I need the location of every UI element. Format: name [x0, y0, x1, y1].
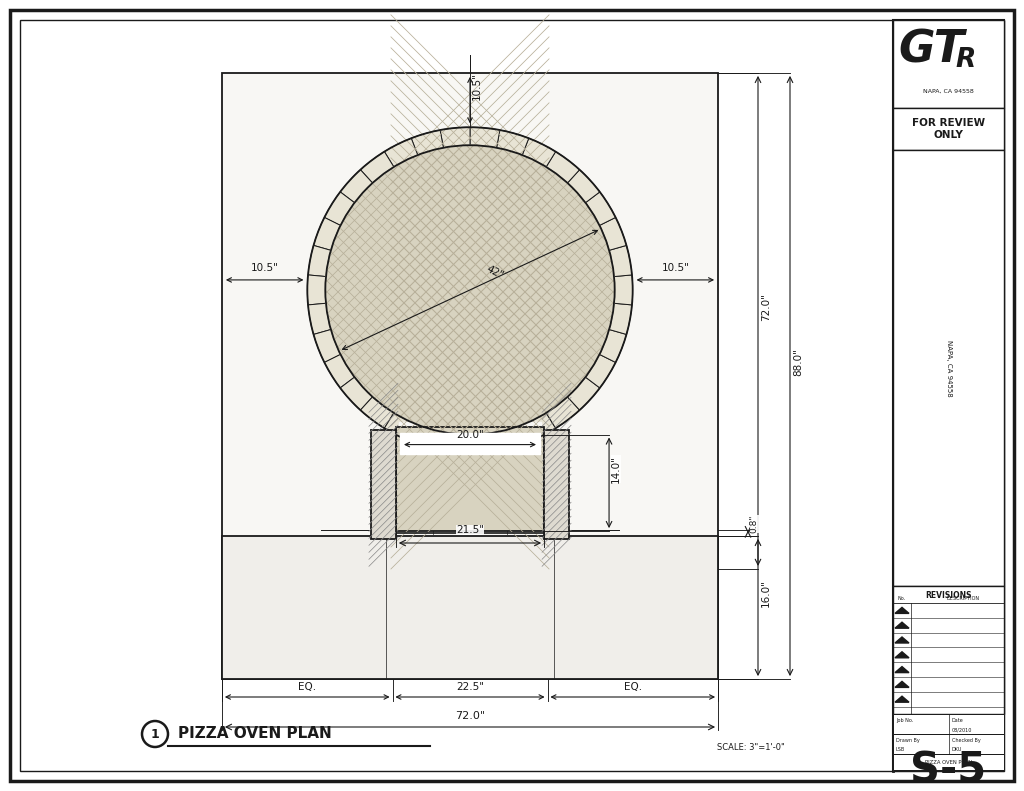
Polygon shape: [895, 607, 909, 613]
Wedge shape: [522, 413, 556, 441]
Wedge shape: [440, 432, 470, 452]
Wedge shape: [384, 138, 418, 167]
Wedge shape: [609, 303, 632, 335]
Circle shape: [326, 146, 614, 434]
Bar: [371, 430, 396, 539]
Text: NAPA, CA 94558: NAPA, CA 94558: [923, 89, 974, 93]
Polygon shape: [895, 652, 909, 658]
Wedge shape: [360, 397, 394, 428]
Wedge shape: [325, 354, 354, 388]
Text: LSB: LSB: [896, 747, 905, 752]
Wedge shape: [470, 127, 500, 148]
Circle shape: [326, 146, 614, 434]
Wedge shape: [567, 377, 600, 410]
Bar: [893, 714, 1004, 734]
Polygon shape: [895, 667, 909, 672]
Bar: [893, 754, 1004, 770]
Text: NAPA, CA 94558: NAPA, CA 94558: [945, 339, 951, 396]
Bar: [893, 20, 1004, 108]
Text: 16.0": 16.0": [761, 580, 771, 607]
Wedge shape: [546, 152, 580, 183]
Text: EQ.: EQ.: [624, 682, 642, 692]
Bar: [396, 426, 544, 531]
Text: 22.5": 22.5": [456, 682, 484, 692]
Text: DESCRIPTION: DESCRIPTION: [947, 596, 980, 601]
Polygon shape: [895, 637, 909, 643]
Text: EQ.: EQ.: [298, 682, 316, 692]
Text: 0.8": 0.8": [750, 515, 759, 533]
Bar: [893, 150, 1004, 586]
Text: 72.0": 72.0": [455, 711, 485, 721]
Text: Drawn By: Drawn By: [896, 738, 920, 743]
Wedge shape: [614, 275, 633, 305]
Wedge shape: [440, 127, 470, 148]
Wedge shape: [325, 192, 354, 225]
Wedge shape: [308, 303, 331, 335]
Bar: [893, 20, 1004, 771]
Text: REVISIONS: REVISIONS: [926, 591, 972, 600]
Circle shape: [326, 146, 614, 434]
Text: 42": 42": [485, 263, 506, 281]
Wedge shape: [586, 192, 615, 225]
Text: 1: 1: [151, 728, 160, 740]
Wedge shape: [340, 377, 373, 410]
Bar: [222, 73, 718, 679]
Text: 21.5": 21.5": [456, 525, 484, 535]
Text: R: R: [955, 47, 976, 73]
Text: DKU: DKU: [951, 747, 962, 752]
Wedge shape: [567, 170, 600, 202]
Bar: [544, 430, 569, 539]
Bar: [893, 734, 1004, 754]
Text: PIZZA OVEN PLAN: PIZZA OVEN PLAN: [178, 725, 332, 740]
Wedge shape: [313, 218, 341, 250]
Wedge shape: [599, 218, 627, 250]
Wedge shape: [307, 275, 326, 305]
Wedge shape: [497, 130, 528, 155]
Wedge shape: [546, 397, 580, 428]
Text: SCALE: 3"=1'-0": SCALE: 3"=1'-0": [717, 744, 785, 752]
Wedge shape: [522, 138, 556, 167]
Text: Job No.: Job No.: [896, 718, 913, 723]
Bar: [371, 430, 396, 539]
Text: 72.0": 72.0": [761, 293, 771, 321]
Wedge shape: [470, 432, 500, 452]
Polygon shape: [895, 696, 909, 702]
Wedge shape: [497, 425, 528, 450]
Text: S-5: S-5: [910, 750, 986, 791]
Text: 10.5": 10.5": [662, 263, 689, 273]
Text: 14.0": 14.0": [611, 455, 621, 483]
Text: 10.5": 10.5": [251, 263, 279, 273]
Text: PIZZA OVEN PLAN: PIZZA OVEN PLAN: [925, 759, 972, 764]
Wedge shape: [412, 130, 443, 155]
Text: FOR REVIEW
ONLY: FOR REVIEW ONLY: [912, 118, 985, 140]
Text: Date: Date: [951, 718, 964, 723]
Wedge shape: [340, 170, 373, 202]
Wedge shape: [599, 330, 627, 362]
Polygon shape: [895, 623, 909, 628]
Bar: [544, 430, 569, 539]
Wedge shape: [586, 354, 615, 388]
Bar: [396, 426, 544, 531]
Text: Checked By: Checked By: [951, 738, 980, 743]
Wedge shape: [384, 413, 418, 441]
Wedge shape: [609, 245, 632, 277]
Wedge shape: [308, 245, 331, 277]
Bar: [893, 108, 1004, 150]
Text: 20.0": 20.0": [456, 430, 484, 440]
Wedge shape: [412, 425, 443, 450]
Wedge shape: [313, 330, 341, 362]
Text: GT: GT: [898, 28, 964, 71]
Text: 88.0": 88.0": [793, 348, 803, 376]
Text: 08/2010: 08/2010: [951, 727, 972, 732]
Bar: [893, 770, 1004, 771]
Bar: [222, 536, 718, 679]
Circle shape: [326, 146, 614, 434]
Text: No.: No.: [898, 596, 906, 601]
Wedge shape: [360, 152, 394, 183]
Bar: [399, 422, 541, 455]
Bar: [400, 433, 540, 453]
Bar: [893, 586, 1004, 714]
Text: 10.5": 10.5": [472, 72, 482, 100]
Polygon shape: [895, 681, 909, 687]
